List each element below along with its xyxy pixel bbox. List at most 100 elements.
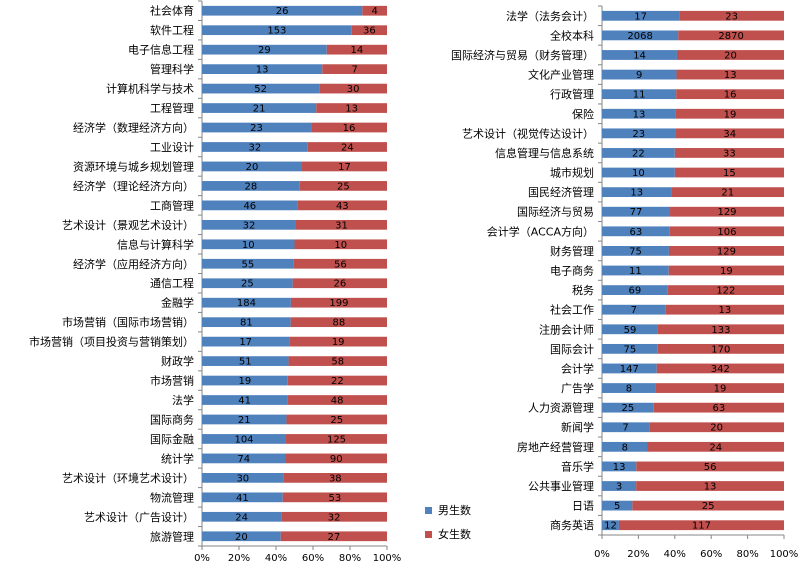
bar-male (202, 317, 291, 328)
bar-male (202, 297, 291, 308)
category-label: 经济学（应用经济方向） (73, 257, 194, 271)
bar-female (671, 187, 784, 198)
bar-male (202, 103, 317, 113)
data-label-male: 21 (238, 415, 251, 426)
bar-female (285, 453, 387, 464)
category-label: 行政管理 (550, 87, 594, 101)
data-label-female: 16 (724, 90, 737, 101)
x-tick-label: 40% (265, 553, 287, 564)
bar-female (667, 285, 784, 295)
bar-male (602, 324, 658, 335)
data-label-female: 199 (329, 298, 348, 309)
category-label: 日语 (572, 500, 594, 513)
bar-female (292, 278, 387, 289)
data-label-female: 88 (332, 318, 345, 329)
category-label: 软件工程 (150, 23, 194, 37)
data-label-female: 19 (332, 337, 345, 348)
category-label: 艺术设计（广告设计） (84, 511, 194, 524)
bar-female (281, 511, 387, 522)
data-label-male: 81 (240, 318, 253, 329)
category-label: 物流管理 (150, 490, 194, 504)
data-label-female: 20 (710, 423, 723, 434)
data-label-male: 5 (614, 501, 620, 512)
bar-male (202, 473, 284, 483)
bar-female (280, 531, 387, 542)
data-label-male: 63 (630, 227, 643, 238)
data-label-female: 31 (335, 220, 348, 231)
bar-female (322, 64, 387, 74)
data-label-male: 46 (243, 201, 256, 212)
data-label-male: 41 (238, 396, 251, 407)
bar-male (602, 167, 675, 178)
category-label: 社会体育 (150, 4, 194, 18)
bar-male (602, 461, 637, 472)
legend-swatch-male (425, 507, 432, 514)
data-label-female: 170 (711, 344, 730, 355)
category-label: 国民经济管理 (528, 185, 594, 199)
bar-male (602, 363, 657, 374)
data-label-male: 13 (613, 462, 626, 473)
bar-female (674, 167, 784, 178)
data-label-female: 342 (711, 364, 730, 375)
data-label-female: 34 (723, 129, 736, 140)
category-label: 电子信息工程 (128, 43, 194, 57)
data-label-female: 106 (717, 227, 736, 238)
bar-male (202, 181, 300, 191)
data-label-female: 13 (724, 70, 737, 81)
right-chart-panel: 法学（法务会计） 17 23 全校本科 2068 2870 国际经济与贸易（财务管理） 14 2… (451, 5, 798, 560)
category-label: 房地产经营管理 (517, 440, 594, 454)
data-label-female: 53 (328, 493, 341, 504)
category-label: 社会工作 (550, 303, 594, 317)
category-label: 税务 (572, 283, 594, 297)
data-label-female: 23 (725, 11, 738, 22)
data-label-male: 20 (246, 162, 259, 173)
bar-female (632, 500, 784, 511)
bar-female (636, 461, 784, 472)
bar-male (602, 265, 669, 276)
data-label-female: 4 (371, 6, 377, 17)
bar-male (202, 219, 296, 230)
data-label-male: 147 (620, 364, 639, 375)
data-label-female: 10 (334, 240, 347, 251)
x-tick-label: 80% (339, 553, 361, 564)
category-label: 国际金融 (150, 432, 194, 446)
category-label: 工程管理 (150, 101, 194, 115)
data-label-female: 20 (724, 50, 737, 61)
data-label-female: 58 (331, 357, 344, 368)
category-label: 信息管理与信息系统 (495, 146, 594, 160)
data-label-male: 23 (250, 123, 263, 134)
bar-male (202, 44, 327, 55)
data-label-female: 129 (717, 207, 736, 218)
bar-male (602, 383, 656, 393)
data-label-female: 19 (720, 266, 733, 277)
category-label: 城市规划 (550, 166, 594, 180)
data-label-female: 33 (723, 148, 736, 159)
data-label-male: 11 (629, 266, 642, 277)
bar-male (602, 304, 666, 315)
data-label-female: 133 (711, 325, 730, 336)
data-label-male: 17 (239, 337, 252, 348)
category-label: 法学 (172, 393, 194, 407)
data-label-male: 75 (629, 246, 642, 257)
data-label-male: 20 (235, 532, 248, 543)
category-label: 电子商务 (550, 264, 594, 278)
category-label: 信息与计算科学 (117, 237, 194, 251)
data-label-male: 11 (633, 90, 646, 101)
bar-male (602, 285, 668, 295)
bar-male (602, 402, 654, 413)
data-label-female: 63 (712, 403, 725, 414)
bar-male (202, 336, 290, 347)
category-label: 国际经济与贸易（财务管理） (451, 48, 594, 62)
x-tick-label: 0% (594, 549, 610, 560)
bar-male (602, 148, 675, 158)
bar-female (655, 383, 784, 393)
category-label: 艺术设计（环境艺术设计） (62, 471, 194, 485)
bar-female (665, 304, 784, 315)
bar-male (202, 161, 302, 172)
bar-male (602, 343, 658, 354)
data-label-female: 15 (723, 168, 736, 179)
data-label-female: 25 (702, 501, 715, 512)
category-label: 新闻学 (561, 420, 594, 434)
legend-label-female: 女生数 (438, 527, 471, 541)
category-label: 保险 (572, 107, 594, 121)
